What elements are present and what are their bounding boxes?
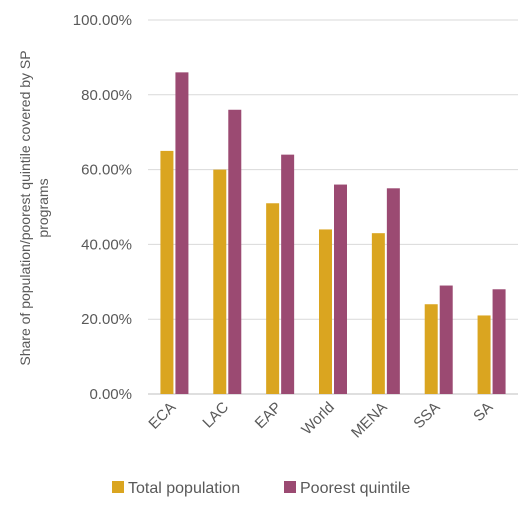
bar-total-population-mena	[371, 233, 385, 394]
bar-poorest-quintile-sa	[492, 289, 506, 394]
bars	[160, 72, 506, 395]
x-tick-label: World	[298, 399, 338, 439]
y-tick-label: 20.00%	[81, 311, 132, 328]
x-tick-label: SA	[470, 399, 496, 425]
bar-total-population-world	[319, 229, 332, 394]
x-tick-label: LAC	[199, 399, 232, 432]
bar-total-population-eca	[160, 150, 174, 394]
x-tick-label: SSA	[410, 399, 443, 432]
y-tick-label: 80.00%	[81, 87, 132, 104]
y-tick-label: 40.00%	[81, 236, 132, 253]
y-axis-label: Share of population/poorest quintile cov…	[17, 50, 51, 365]
x-tick-label: EAP	[252, 399, 285, 432]
bar-poorest-quintile-ssa	[439, 285, 453, 394]
legend-swatch-total-population	[112, 481, 124, 493]
legend-label: Poorest quintile	[300, 480, 410, 497]
legend: Total population Poorest quintile	[112, 480, 410, 497]
bar-poorest-quintile-mena	[386, 188, 400, 394]
y-tick-label: 100.00%	[73, 12, 132, 29]
x-axis-ticks: ECA LAC EAP World MENA SSA SA	[145, 399, 496, 442]
bar-poorest-quintile-lac	[228, 109, 242, 394]
gridlines	[148, 19, 518, 395]
y-axis-ticks: 0.00% 20.00% 40.00% 60.00% 80.00% 100.00%	[73, 12, 132, 403]
x-tick-label: ECA	[145, 399, 179, 433]
y-axis-label-line-1: Share of population/poorest quintile cov…	[17, 50, 33, 365]
bar-total-population-lac	[213, 169, 227, 394]
bar-poorest-quintile-world	[334, 184, 347, 394]
bar-poorest-quintile-eca	[175, 72, 189, 395]
bar-total-population-ssa	[424, 304, 438, 394]
bar-poorest-quintile-eap	[281, 154, 295, 394]
x-tick-label: MENA	[348, 399, 391, 442]
y-tick-label: 0.00%	[89, 386, 132, 403]
bar-total-population-eap	[266, 203, 280, 394]
legend-label: Total population	[128, 480, 240, 497]
y-tick-label: 60.00%	[81, 162, 132, 179]
bar-total-population-sa	[477, 315, 491, 394]
y-axis-label-line-2: programs	[35, 178, 51, 237]
legend-swatch-poorest-quintile	[284, 481, 296, 493]
